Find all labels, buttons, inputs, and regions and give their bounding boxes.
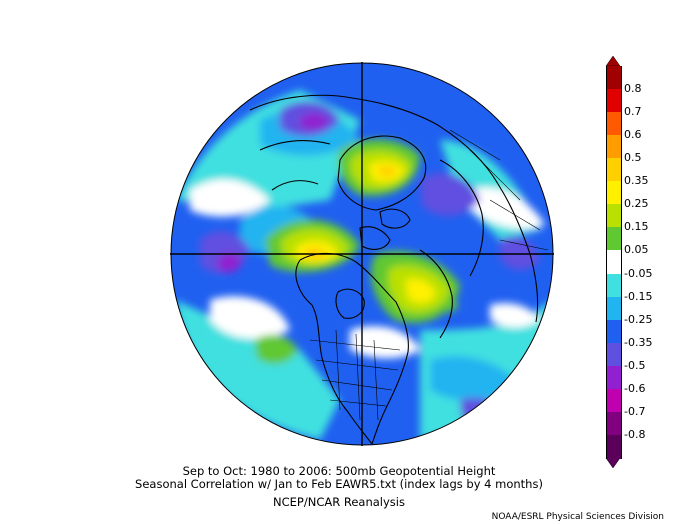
- coastlines: [249, 94, 539, 445]
- field-region-neutral: [190, 179, 270, 217]
- colorbar-swatch: [606, 296, 622, 321]
- field-region-positive-strong: [405, 278, 436, 304]
- colorbar-label: -0.25: [624, 312, 653, 326]
- field-region-negative-extreme: [300, 113, 330, 131]
- colorbar-swatch: [606, 227, 622, 252]
- colorbar-swatch: [606, 135, 622, 160]
- field-region-positive-light: [255, 334, 298, 364]
- colorbar-swatch: [606, 388, 622, 413]
- colorbar-label: 0.25: [624, 197, 649, 211]
- field-region-negative-light: [175, 300, 340, 440]
- field-region-neutral: [210, 296, 290, 339]
- colorbar-swatch: [606, 342, 622, 367]
- colorbar-swatch: [606, 158, 622, 183]
- colorbar-swatch: [606, 66, 622, 90]
- field-contours: [175, 90, 552, 440]
- field-region-neutral: [490, 303, 540, 328]
- colorbar-swatch: [606, 273, 622, 298]
- field-region-negative-strong: [500, 236, 540, 270]
- colorbar-label: -0.05: [624, 266, 653, 280]
- colorbar-label: -0.7: [624, 404, 646, 418]
- field-region-positive-peak: [378, 165, 397, 177]
- colorbar-label: 0.35: [624, 174, 649, 188]
- caption-source: NCEP/NCAR Reanalysis: [273, 495, 405, 509]
- colorbar-label: -0.15: [624, 289, 653, 303]
- colorbar-label: -0.8: [624, 427, 646, 441]
- colorbar-label: -0.5: [624, 358, 646, 372]
- colorbar-swatch: [606, 365, 622, 390]
- credit-line: NOAA/ESRL Physical Sciences Division: [491, 512, 664, 522]
- colorbar-swatch: [606, 250, 622, 275]
- colorbar-swatch: [606, 89, 622, 114]
- field-region-positive-light: [440, 297, 458, 313]
- colorbar-swatch: [606, 112, 622, 137]
- field-region-neutral: [350, 326, 420, 359]
- colorbar-label: 0.8: [624, 82, 642, 96]
- colorbar-label: 0.05: [624, 243, 649, 257]
- colorbar-swatch: [606, 411, 622, 436]
- colorbar-swatch: [606, 319, 622, 344]
- colorbar-swatch: [606, 434, 622, 459]
- colorbar-label: 0.7: [624, 105, 642, 119]
- field-region-negative-strong: [420, 172, 480, 216]
- colorbar-label: 0.15: [624, 220, 649, 234]
- colorbar-swatch: [606, 204, 622, 229]
- colorbar: 0.8 0.7 0.6 0.5 0.35 0.25 0.15 0.05 -0.05 -0.15 -0…: [606, 56, 666, 466]
- field-region-negative-strong: [460, 398, 510, 426]
- colorbar-label: -0.35: [624, 335, 653, 349]
- field-region-negative-extreme: [218, 253, 242, 273]
- caption-title: Sep to Oct: 1980 to 2006: 500mb Geopoten…: [182, 464, 496, 478]
- colorbar-swatch: [606, 181, 622, 206]
- colorbar-label: -0.6: [624, 381, 646, 395]
- colorbar-label: 0.6: [624, 128, 642, 142]
- field-region-neutral: [470, 187, 545, 230]
- political-boundaries: [309, 129, 549, 421]
- caption-subtitle: Seasonal Correlation w/ Jan to Feb EAWR5…: [135, 477, 543, 491]
- colorbar-label: 0.5: [624, 151, 642, 165]
